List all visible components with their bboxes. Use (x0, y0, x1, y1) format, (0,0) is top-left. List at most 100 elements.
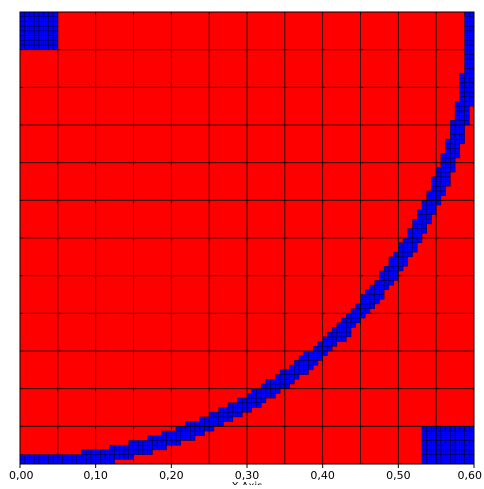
refined-cell (450, 124, 456, 130)
refined-cell (450, 134, 456, 140)
refined-cell (128, 449, 134, 455)
refined-cell (24, 35, 30, 41)
refined-cell (426, 200, 432, 206)
refined-cell (237, 407, 243, 413)
refined-cell (114, 454, 120, 460)
refined-cell (33, 44, 40, 50)
refined-cell (355, 317, 361, 323)
refined-cell (104, 449, 111, 455)
refined-cell (33, 21, 40, 27)
refined-cell (469, 68, 475, 74)
refined-cell (440, 444, 446, 451)
x-tick-label: 0,10 (83, 469, 108, 482)
refined-cell (445, 171, 451, 178)
refined-cell (464, 77, 470, 83)
refined-cell (119, 454, 125, 460)
refined-cell (459, 129, 465, 135)
refined-cell (85, 459, 92, 465)
refined-cell (19, 30, 25, 36)
refined-cell (227, 407, 234, 413)
refined-cell (312, 346, 319, 352)
refined-cell (374, 294, 380, 300)
refined-cell (171, 430, 177, 436)
refined-cell (171, 435, 177, 441)
refined-cell (445, 162, 451, 168)
refined-cell (24, 11, 30, 17)
refined-cell (284, 369, 290, 375)
refined-cell (412, 218, 418, 225)
refined-cell (417, 237, 423, 243)
refined-cell (275, 383, 281, 389)
refined-cell (464, 16, 470, 22)
refined-cell (364, 303, 371, 309)
refined-cell (445, 157, 451, 163)
refined-cell (152, 444, 158, 451)
refined-cell (445, 138, 451, 145)
refined-cell (440, 430, 446, 436)
refined-cell (469, 77, 475, 83)
refined-cell (312, 360, 319, 366)
refined-cell (190, 421, 196, 427)
refined-cell (426, 209, 432, 215)
refined-cell (100, 459, 106, 465)
refined-cell (346, 313, 352, 319)
refined-cell (469, 58, 475, 65)
refined-cell (407, 228, 413, 234)
refined-cell (469, 82, 475, 88)
refined-cell (440, 440, 446, 446)
refined-cell (166, 430, 172, 436)
refined-cell (279, 379, 286, 385)
refined-cell (469, 11, 475, 17)
refined-cell (152, 435, 158, 441)
refined-cell (435, 181, 442, 187)
refined-cell (104, 459, 111, 465)
refined-cell (417, 223, 423, 229)
refined-cell (194, 426, 200, 432)
refined-cell (431, 209, 437, 215)
refined-cell (336, 322, 342, 328)
refined-cell (379, 289, 385, 295)
refined-cell (464, 54, 470, 60)
refined-cell (161, 444, 167, 451)
refined-cell (435, 171, 442, 178)
refined-cell (185, 435, 191, 441)
refined-cell (322, 341, 328, 347)
refined-cell (156, 435, 163, 441)
refined-cell (440, 435, 446, 441)
refined-cell (464, 63, 470, 69)
refined-cell (421, 209, 427, 215)
refined-cell (440, 449, 446, 455)
refined-cell (412, 228, 418, 234)
refined-cell (331, 327, 338, 333)
refined-cell (251, 393, 257, 399)
refined-cell (459, 440, 465, 446)
refined-cell (199, 430, 205, 436)
refined-cell (454, 449, 461, 455)
refined-cell (284, 374, 290, 380)
refined-cell (208, 421, 215, 427)
refined-cell (152, 440, 158, 446)
refined-cell (29, 16, 35, 22)
refined-cell (223, 416, 229, 422)
refined-cell (322, 336, 328, 342)
refined-cell (19, 25, 25, 32)
refined-cell (109, 444, 115, 451)
refined-cell (435, 167, 442, 173)
refined-cell (71, 454, 78, 460)
refined-cell (52, 16, 59, 22)
refined-cell (85, 454, 92, 460)
refined-cell (142, 440, 148, 446)
refined-cell (137, 440, 144, 446)
refined-cell (383, 284, 390, 291)
refined-cell (185, 421, 191, 427)
refined-cell (421, 435, 427, 441)
refined-cell (114, 444, 120, 451)
refined-cell (459, 120, 465, 126)
refined-cell (388, 266, 394, 272)
refined-cell (298, 355, 305, 361)
refined-cell (52, 30, 59, 36)
refined-cell (421, 459, 427, 465)
refined-cell (469, 91, 475, 97)
x-tick-label: 0,40 (310, 469, 335, 482)
refined-cell (213, 421, 219, 427)
